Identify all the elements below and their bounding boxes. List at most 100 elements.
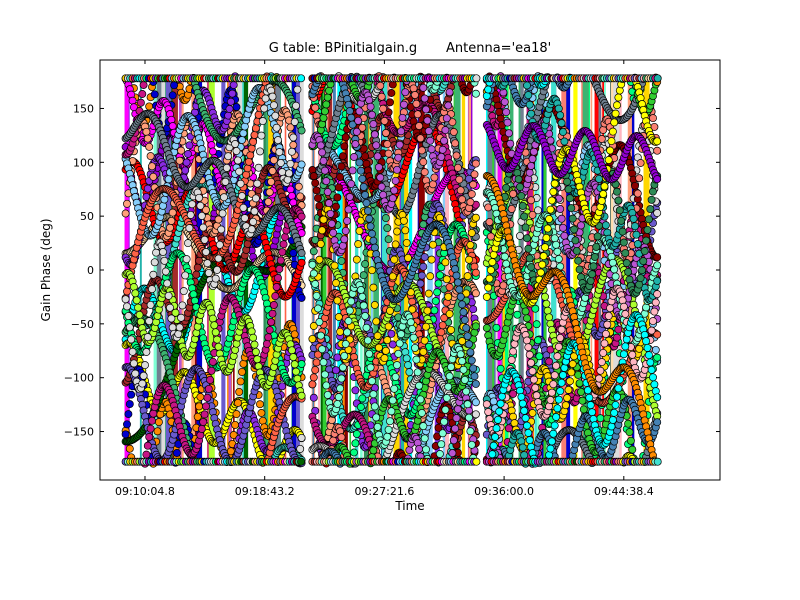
data-point [204,268,213,277]
data-point [211,274,220,283]
data-point [136,98,145,107]
data-point [160,256,169,265]
data-point [337,162,346,171]
data-point [271,111,280,120]
data-point [124,312,133,320]
data-point [274,136,282,145]
data-point [139,81,148,89]
data-point [272,283,281,291]
data-point [296,444,305,453]
data-point [254,163,263,172]
data-point [123,287,131,296]
chart-title: G table: BPinitialgain.g Antenna='ea18' [269,41,551,56]
data-point [297,391,306,400]
data-point [260,104,269,113]
data-point [121,430,130,439]
data-point [167,216,176,225]
data-point [179,287,188,296]
data-point [272,123,281,132]
data-point [168,122,177,131]
data-point [247,225,256,234]
data-point [150,258,159,267]
data-point [239,359,248,368]
data-point [222,163,231,172]
data-point [121,295,130,304]
data-point [251,194,260,203]
data-point [185,141,194,150]
data-point [207,141,216,150]
data-point [264,333,273,342]
data-point [351,439,360,448]
data-point [471,398,480,407]
data-point [188,200,197,209]
data-point [271,292,280,301]
data-point [256,147,264,156]
data-point [167,314,176,323]
data-point [405,368,414,377]
data-point [337,256,346,265]
data-point [249,137,258,146]
data-point [387,329,396,338]
data-point [134,303,143,312]
data-point [232,410,241,419]
data-point [166,303,174,312]
data-point [334,183,343,192]
data-point [233,398,242,407]
data-point [249,333,258,342]
data-point [286,185,295,194]
data-point [150,90,159,99]
data-point [125,444,134,453]
data-point [149,270,158,279]
data-point [168,323,177,332]
data-point [168,91,177,100]
data-point [123,420,131,429]
data-point [143,333,152,342]
data-point [211,328,220,337]
data-point [220,193,228,202]
data-point [402,354,411,363]
data-point [146,424,155,433]
data-point [127,390,136,399]
data-point [202,248,210,256]
data-point [253,179,262,188]
data-point [257,409,266,417]
data-point [362,159,371,168]
data-point [123,199,131,208]
data-point [279,240,288,249]
data-point [131,289,140,298]
data-point [145,433,154,441]
data-point [128,96,137,105]
data-point [229,81,238,89]
data-point [210,321,219,330]
data-point [267,177,276,186]
data-point [434,279,443,288]
data-point [243,239,252,248]
data-point [141,361,149,370]
data-point [290,330,299,339]
data-point [175,156,184,165]
data-point [124,410,133,419]
data-point [125,323,134,332]
data-point [217,225,226,234]
data-point [215,240,224,249]
data-point [236,179,245,188]
data-point [146,152,155,161]
data-point [309,247,318,256]
data-point [238,192,246,200]
data-point [404,361,412,370]
data-point [214,254,223,263]
data-point [186,210,195,219]
data-point [356,403,365,411]
data-point [236,377,245,386]
data-point [265,188,274,197]
data-point [269,301,278,309]
data-point [208,314,217,323]
data-point [311,366,320,374]
data-point [242,170,251,179]
data-point [195,402,204,411]
data-point [408,297,417,306]
data-point [204,384,213,393]
data-point [292,367,300,376]
data-point [174,330,183,338]
data-point [221,177,230,186]
